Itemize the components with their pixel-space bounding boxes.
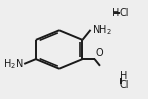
Text: Cl: Cl bbox=[120, 80, 129, 90]
Text: Cl: Cl bbox=[120, 8, 129, 18]
Text: H: H bbox=[120, 71, 127, 81]
Text: H: H bbox=[112, 8, 119, 18]
Text: H$_2$N: H$_2$N bbox=[3, 57, 24, 71]
Text: NH$_2$: NH$_2$ bbox=[92, 23, 112, 37]
Text: O: O bbox=[95, 48, 103, 58]
